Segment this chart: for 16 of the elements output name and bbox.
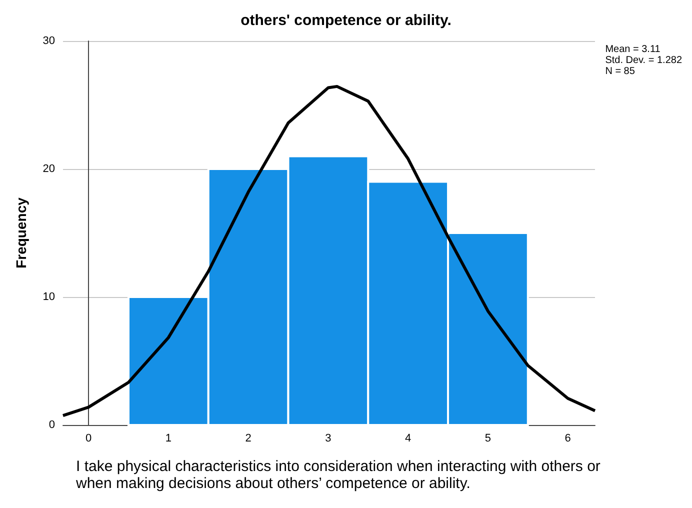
x-tick-label: 1 bbox=[165, 432, 172, 444]
x-axis-title: I take physical characteristics into consideration when interacting with others or when making decisions about others’ competence or ability. bbox=[75, 458, 605, 492]
x-tick-label: 5 bbox=[484, 432, 492, 444]
y-tick-label: 30 bbox=[42, 35, 55, 47]
y-tick-label: 0 bbox=[48, 419, 55, 431]
chart-title: others' competence or ability. bbox=[240, 12, 452, 29]
y-tick-label: 10 bbox=[42, 291, 55, 303]
y-axis-title: Frequency bbox=[13, 197, 29, 268]
x-tick-label: 0 bbox=[86, 432, 92, 444]
x-tick-label: 6 bbox=[564, 432, 571, 444]
y-tick-label: 20 bbox=[42, 163, 55, 175]
text: Mean = 3.11 Std. Dev. = 1.282 N = 85 bbox=[605, 44, 682, 77]
x-tick-label: 3 bbox=[325, 432, 332, 444]
x-tick-label: 2 bbox=[245, 432, 252, 444]
x-tick-label: 4 bbox=[405, 432, 412, 444]
line-series bbox=[62, 84, 596, 418]
